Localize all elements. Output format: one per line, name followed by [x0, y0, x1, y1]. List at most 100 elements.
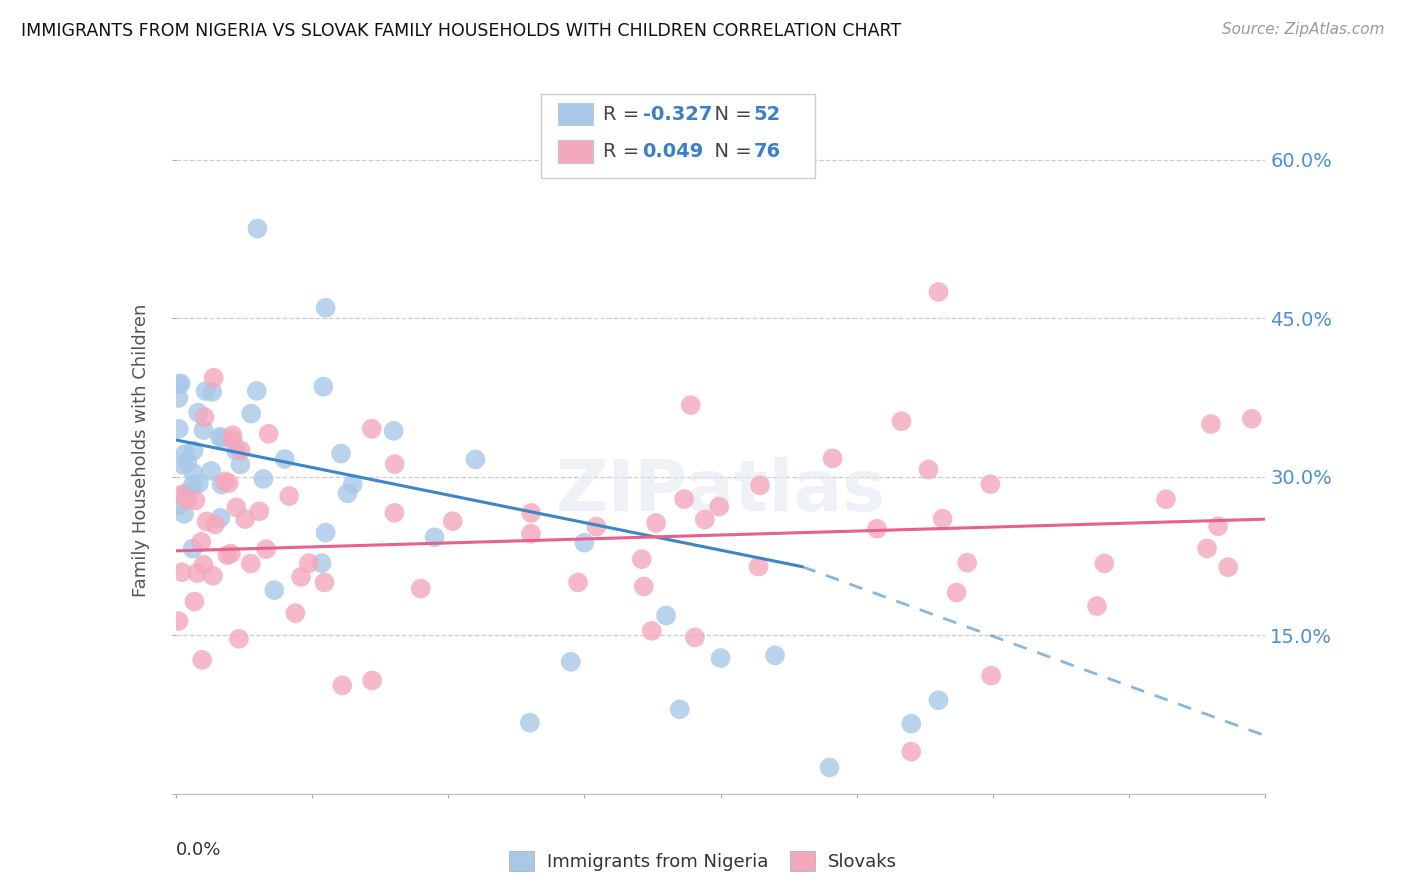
Point — [225, 443, 247, 458]
Point — [464, 452, 486, 467]
Point — [1199, 417, 1222, 431]
Point — [209, 511, 232, 525]
Text: IMMIGRANTS FROM NIGERIA VS SLOVAK FAMILY HOUSEHOLDS WITH CHILDREN CORRELATION CH: IMMIGRANTS FROM NIGERIA VS SLOVAK FAMILY… — [21, 22, 901, 40]
Point — [239, 557, 262, 571]
Point — [900, 716, 922, 731]
Point — [181, 541, 204, 556]
Point — [167, 499, 190, 513]
Point — [183, 467, 205, 481]
Point — [219, 547, 242, 561]
Point — [645, 516, 668, 530]
Point — [409, 582, 432, 596]
Point — [763, 648, 786, 663]
Y-axis label: Family Households with Children: Family Households with Children — [132, 304, 150, 597]
Point — [585, 519, 607, 533]
Point — [330, 678, 353, 692]
Point — [181, 478, 204, 492]
Point — [315, 301, 337, 315]
Point — [228, 632, 250, 646]
Point — [174, 447, 197, 461]
Text: N =: N = — [702, 104, 758, 124]
Point — [441, 514, 464, 528]
Point — [574, 535, 596, 549]
Point — [931, 511, 953, 525]
Point — [336, 486, 359, 500]
Point — [679, 398, 702, 412]
Point — [225, 500, 247, 515]
Point — [184, 493, 207, 508]
Point — [186, 566, 208, 580]
Point — [194, 384, 217, 398]
Point — [928, 285, 950, 299]
Point — [221, 428, 243, 442]
Point — [229, 458, 252, 472]
Point — [630, 552, 652, 566]
Point — [956, 556, 979, 570]
Point — [520, 526, 543, 541]
Point — [246, 384, 269, 398]
Point — [384, 506, 406, 520]
Point — [1206, 519, 1229, 533]
Legend: Immigrants from Nigeria, Slovaks: Immigrants from Nigeria, Slovaks — [502, 844, 904, 879]
Point — [204, 517, 226, 532]
Point — [567, 575, 589, 590]
Point — [298, 556, 321, 570]
Point — [201, 569, 224, 583]
Point — [315, 525, 337, 540]
Point — [311, 556, 333, 570]
Point — [201, 384, 224, 399]
Point — [193, 410, 215, 425]
Point — [423, 530, 446, 544]
Point — [980, 668, 1002, 682]
Point — [979, 477, 1001, 491]
Point — [263, 583, 285, 598]
Point — [170, 565, 193, 579]
Point — [1195, 541, 1218, 556]
Point — [229, 443, 252, 458]
Point — [190, 534, 212, 549]
Text: 76: 76 — [754, 142, 780, 161]
Point — [176, 455, 198, 469]
Point — [218, 476, 240, 491]
Point — [211, 477, 233, 491]
Point — [183, 594, 205, 608]
Point — [167, 614, 190, 628]
Point — [214, 475, 236, 489]
Point — [176, 492, 198, 507]
Point — [928, 693, 950, 707]
Point — [312, 379, 335, 393]
Point — [641, 624, 664, 638]
Text: R =: R = — [603, 104, 645, 124]
Point — [187, 476, 209, 491]
Point — [1085, 599, 1108, 613]
Text: ZIPatlas: ZIPatlas — [555, 458, 886, 526]
Point — [890, 414, 912, 428]
Point — [361, 673, 384, 688]
Point — [945, 585, 967, 599]
Point — [655, 608, 678, 623]
Point — [200, 464, 222, 478]
Point — [866, 522, 889, 536]
Point — [707, 500, 730, 514]
Point — [330, 446, 353, 460]
Point — [217, 548, 239, 562]
Point — [257, 426, 280, 441]
Point — [254, 542, 277, 557]
Point — [747, 559, 769, 574]
Text: N =: N = — [702, 142, 758, 161]
Point — [360, 422, 382, 436]
Point — [211, 431, 233, 445]
Point — [172, 458, 194, 472]
Point — [284, 606, 307, 620]
Point — [384, 457, 406, 471]
Point — [633, 580, 655, 594]
Point — [183, 443, 205, 458]
Point — [1092, 557, 1115, 571]
Point — [693, 512, 716, 526]
Point — [900, 745, 922, 759]
Point — [382, 424, 405, 438]
Point — [278, 489, 301, 503]
Point — [193, 423, 215, 437]
Point — [170, 488, 193, 502]
Point — [274, 452, 297, 467]
